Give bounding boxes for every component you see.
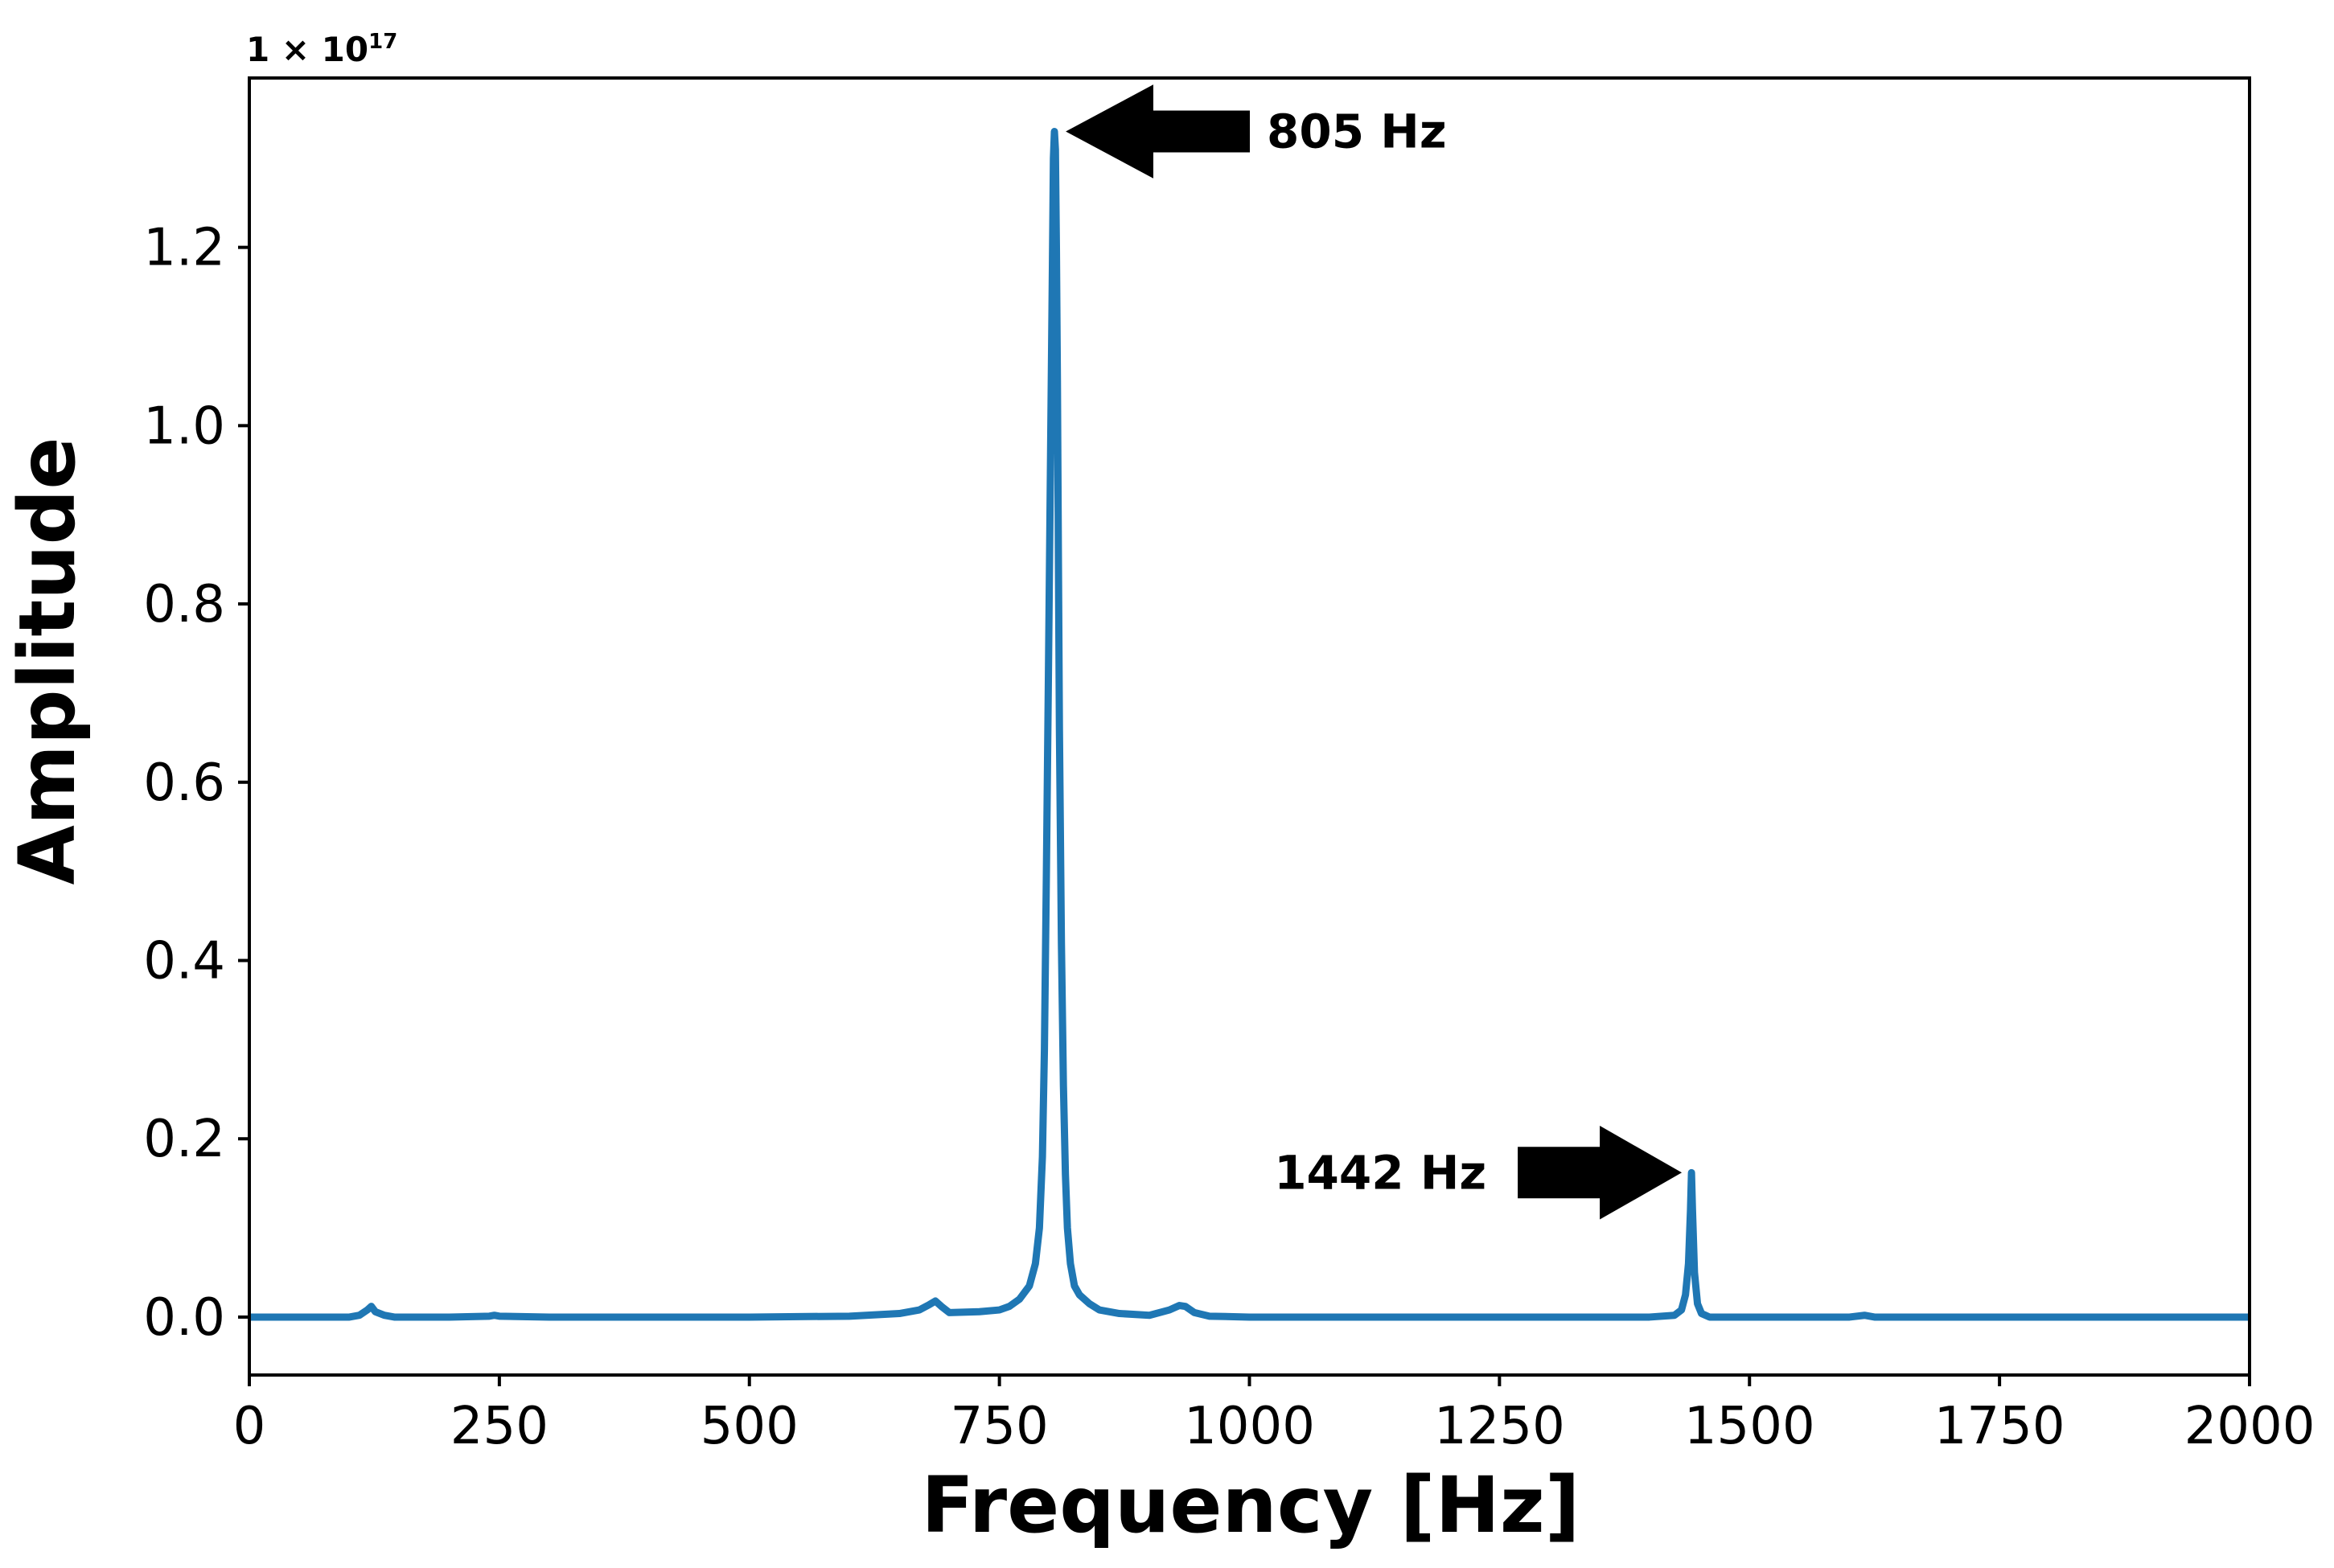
- x-tick-label: 0: [233, 1397, 266, 1456]
- x-tick-label: 750: [951, 1397, 1049, 1456]
- x-tick-label: 500: [701, 1397, 799, 1456]
- y-axis-title: Amplitude: [2, 437, 92, 885]
- annotation-label: 805 Hz: [1267, 105, 1447, 159]
- x-tick-label: 1750: [1934, 1397, 2065, 1456]
- y-offset-exponent: 17: [368, 30, 397, 54]
- plot-area: [249, 128, 2250, 1321]
- series-line-0: [249, 128, 2250, 1321]
- x-axis-title: Frequency [Hz]: [921, 1460, 1580, 1550]
- annotation-label: 1442 Hz: [1274, 1145, 1486, 1200]
- x-tick-label: 2000: [2184, 1397, 2316, 1456]
- x-tick-label: 250: [450, 1397, 549, 1456]
- peak-annotation: 805 Hz: [1062, 81, 1447, 182]
- y-tick-label: 0.2: [143, 1110, 225, 1169]
- annotation-arrow: [1516, 1123, 1686, 1223]
- y-offset-text: 1 × 1017: [246, 30, 397, 69]
- y-tick-label: 0.8: [143, 575, 225, 634]
- peak-annotation: 1442 Hz: [1274, 1123, 1686, 1223]
- annotations: 805 Hz 1442 Hz: [1062, 81, 1686, 1223]
- x-tick-label: 1000: [1184, 1397, 1315, 1456]
- y-tick-label: 0.6: [143, 753, 225, 813]
- x-tick-label: 1500: [1684, 1397, 1815, 1456]
- y-tick-label: 1.0: [143, 396, 225, 456]
- y-tick-label: 0.0: [143, 1288, 225, 1348]
- axes: 0 250 500 750 1000 1250 1500 1750 2000 0.0 0.2 0.4 0…: [143, 76, 2316, 1456]
- y-tick-label: 1.2: [143, 219, 225, 278]
- y-tick-label: 0.4: [143, 932, 225, 991]
- x-tick-label: 1250: [1434, 1397, 1565, 1456]
- y-offset-base: 1 × 10: [246, 30, 368, 69]
- axes-frame: [248, 76, 2251, 1377]
- annotation-arrow: [1062, 81, 1251, 182]
